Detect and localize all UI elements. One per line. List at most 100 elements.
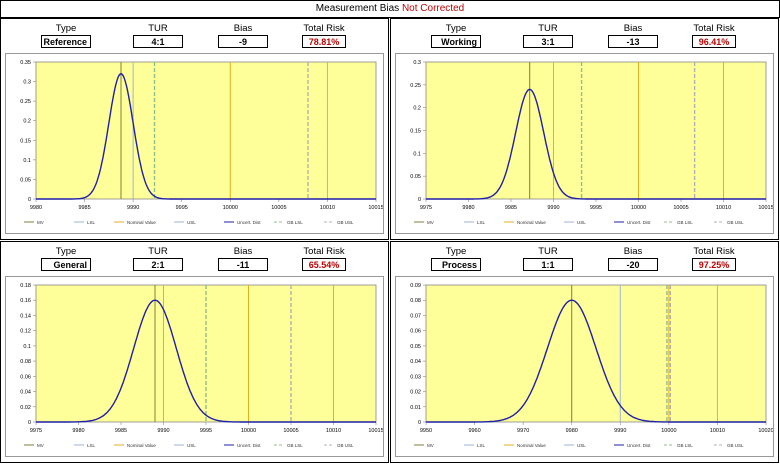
type-header: Type	[445, 246, 467, 257]
y-tick-label: 0	[418, 197, 421, 203]
total-risk-header: Total Risk	[693, 246, 735, 257]
legend-label: Uncert. Dist	[627, 443, 651, 448]
y-tick-label: 0	[418, 420, 421, 426]
x-tick-label: 9960	[468, 428, 480, 434]
tur-value: 3:1	[523, 35, 573, 48]
tur-value: 1:1	[523, 258, 573, 271]
type-value: Process	[431, 258, 481, 271]
x-tick-label: 9985	[115, 428, 127, 434]
y-tick-label: 0	[28, 420, 31, 426]
x-tick-label: 10005	[271, 205, 286, 211]
legend-label: Nominal Value	[127, 443, 156, 448]
legend-label: GB LSL	[677, 443, 693, 448]
total-risk-header: Total Risk	[303, 23, 345, 34]
x-tick-label: 10005	[283, 428, 298, 434]
x-tick-label: 9980	[462, 205, 474, 211]
chart-area: 0 0.02 0.04 0.06 0.08 0.1 0.12 0.14 0.16 0.18 9975…	[5, 276, 384, 457]
legend-label: USL	[187, 220, 196, 225]
title-main: Measurement Bias	[315, 3, 400, 14]
legend-label: GB USL	[337, 220, 354, 225]
y-tick-label: 0.02	[410, 390, 421, 396]
plot-area	[425, 61, 767, 200]
x-tick-label: 10000	[631, 205, 646, 211]
x-tick-label: 9985	[505, 205, 517, 211]
y-tick-label: 0.05	[20, 177, 31, 183]
x-tick-label: 9980	[566, 428, 578, 434]
tur-header: TUR	[538, 23, 558, 34]
y-tick-label: 0.15	[410, 129, 421, 135]
legend-label: GB USL	[337, 443, 354, 448]
x-tick-label: 10010	[326, 428, 341, 434]
total-risk-value: 65.54%	[302, 258, 346, 271]
x-tick-label: 9995	[200, 428, 212, 434]
y-tick-label: 0.08	[410, 298, 421, 304]
y-tick-label: 0.05	[410, 344, 421, 350]
y-tick-label: 0.18	[20, 283, 31, 289]
legend-label: Uncert. Dist	[237, 443, 261, 448]
x-tick-label: 10000	[661, 428, 676, 434]
legend-label: GB LSL	[287, 220, 303, 225]
y-tick-label: 0.07	[410, 313, 421, 319]
x-tick-label: 10015	[758, 205, 773, 211]
bias-header: Bias	[623, 23, 643, 34]
y-tick-label: 0.3	[413, 60, 421, 66]
y-tick-label: 0.09	[410, 283, 421, 289]
x-tick-label: 9980	[72, 428, 84, 434]
legend-label: GB USL	[727, 443, 744, 448]
total-risk-value: 78.81%	[302, 35, 346, 48]
x-tick-label: 9975	[30, 428, 42, 434]
x-tick-label: 10005	[673, 205, 688, 211]
chart-area: 0 0.01 0.02 0.03 0.04 0.05 0.06 0.07 0.08 0.09 995…	[395, 276, 774, 457]
x-tick-label: 10015	[368, 205, 383, 211]
x-tick-label: 9985	[78, 205, 90, 211]
chart-svg: 0 0.05 0.1 0.15 0.2 0.25 0.3 9975 9980 9985 9990 99…	[410, 60, 773, 225]
chart-area: 0 0.05 0.1 0.15 0.2 0.25 0.3 9975 9980 9985 9990 99…	[395, 53, 774, 234]
type-header: Type	[55, 246, 77, 257]
type-header: Type	[55, 23, 77, 34]
legend-label: LSL	[87, 220, 96, 225]
y-tick-label: 0.1	[23, 344, 31, 350]
x-tick-label: 9995	[590, 205, 602, 211]
x-tick-label: 9970	[517, 428, 529, 434]
x-tick-label: 9995	[176, 205, 188, 211]
tur-header: TUR	[538, 246, 558, 257]
legend-label: USL	[577, 443, 586, 448]
y-tick-label: 0.05	[410, 174, 421, 180]
type-value: General	[41, 258, 91, 271]
tur-value: 2:1	[133, 258, 183, 271]
legend-label: Uncert. Dist	[237, 220, 261, 225]
chart-panel-working: Type Working TUR 3:1 Bias -13 Total Risk 96.41%…	[390, 18, 779, 240]
total-risk-value: 96.41%	[692, 35, 736, 48]
chart-svg: 0 0.05 0.1 0.15 0.2 0.25 0.3 0.35 9980 9985 9990 99…	[20, 60, 383, 225]
x-tick-label: 9980	[30, 205, 42, 211]
tur-header: TUR	[148, 23, 168, 34]
legend-label: GB USL	[727, 220, 744, 225]
bias-value: -20	[608, 258, 658, 271]
legend-label: Nominal Value	[127, 220, 156, 225]
legend-label: USL	[577, 220, 586, 225]
y-tick-label: 0.16	[20, 298, 31, 304]
x-tick-label: 9990	[127, 205, 139, 211]
type-header: Type	[445, 23, 467, 34]
y-tick-label: 0.06	[410, 329, 421, 335]
chart-panel-reference: Type Reference TUR 4:1 Bias -9 Total Risk 78.81…	[0, 18, 389, 240]
y-tick-label: 0.2	[23, 119, 31, 125]
chart-svg: 0 0.02 0.04 0.06 0.08 0.1 0.12 0.14 0.16 0.18 9975…	[20, 283, 383, 448]
legend-label: LSL	[477, 443, 486, 448]
x-tick-label: 10010	[710, 428, 725, 434]
total-risk-header: Total Risk	[303, 246, 345, 257]
y-tick-label: 0.06	[20, 374, 31, 380]
total-risk-header: Total Risk	[693, 23, 735, 34]
y-tick-label: 0.1	[413, 151, 421, 157]
x-tick-label: 9975	[420, 205, 432, 211]
chart-area: 0 0.05 0.1 0.15 0.2 0.25 0.3 0.35 9980 9985 9990 99…	[5, 53, 384, 234]
y-tick-label: 0.14	[20, 313, 31, 319]
type-value: Reference	[41, 35, 91, 48]
y-tick-label: 0.04	[20, 390, 31, 396]
y-tick-label: 0.03	[410, 374, 421, 380]
y-tick-label: 0.01	[410, 405, 421, 411]
tur-header: TUR	[148, 246, 168, 257]
y-tick-label: 0.25	[410, 83, 421, 89]
legend-label: Uncert. Dist	[627, 220, 651, 225]
type-value: Working	[431, 35, 481, 48]
